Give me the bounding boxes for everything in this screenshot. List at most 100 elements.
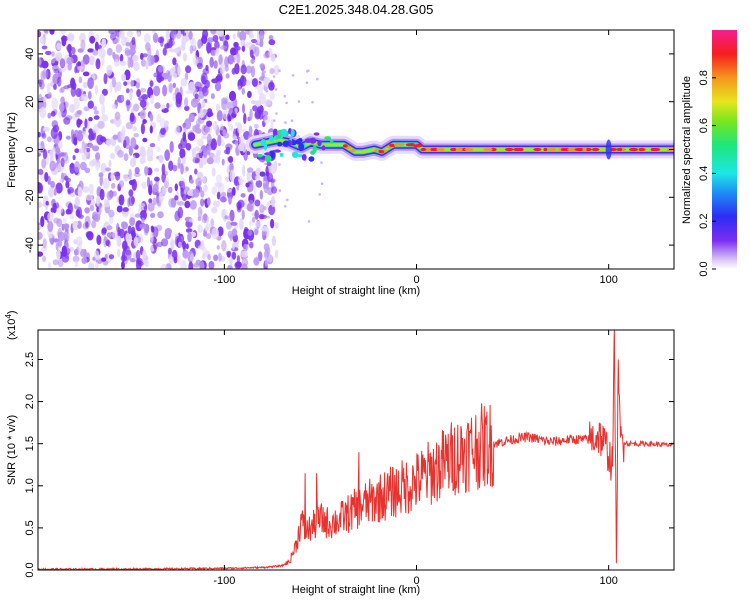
noise-blob [57,258,64,268]
noise-blob [59,58,66,69]
noise-blob [38,201,43,208]
noise-blob [233,41,239,48]
noise-blob [194,81,202,90]
noise-blob [246,150,251,156]
noise-blob [258,251,263,262]
colorbar-tick-label: 0.0 [698,261,710,276]
noise-blob [245,41,252,48]
track-core [638,147,645,152]
noise-blob [71,46,76,55]
noise-blob [57,231,65,242]
noise-blob [141,217,145,223]
noise-blob [180,163,184,175]
noise-blob [134,167,140,175]
noise-blob [210,138,217,151]
noise-blob [77,48,84,53]
noise-blob [182,131,187,142]
track-blob [297,154,303,158]
noise-blob [241,250,248,258]
noise-blob [57,140,63,149]
noise-blob [48,187,54,198]
noise-blob [146,176,151,188]
noise-blob [211,167,216,177]
y-tick-label: 2.0 [24,394,36,409]
noise-blob [139,99,147,108]
noise-blob [63,117,71,125]
noise-blob [214,49,219,56]
noise-blob [119,60,127,66]
noise-blob [180,78,188,87]
noise-blob [138,233,144,244]
noise-blob [51,97,59,110]
noise-dot [278,69,281,72]
noise-blob [167,186,173,194]
noise-dot [291,74,295,77]
noise-blob [272,161,277,170]
noise-blob [166,102,170,110]
noise-blob [227,264,233,269]
noise-blob [78,241,82,253]
track-blob [298,143,305,151]
colorbar-tick-label: 0.8 [698,70,710,85]
noise-blob [206,120,213,127]
noise-blob [210,30,217,35]
snr-ticks: -100 0 100 0.0 0.5 1.0 1.5 2.0 2.5 [24,330,674,587]
noise-blob [208,260,215,269]
noise-blob [242,164,246,177]
y-tick-label: -20 [24,189,36,205]
noise-blob [93,106,97,111]
noise-blob [160,263,168,269]
noise-blob [173,72,178,79]
noise-blob [38,93,43,101]
noise-blob [82,71,90,77]
noise-blob [228,90,237,102]
noise-blob [229,123,234,132]
noise-blob [188,261,194,269]
noise-blob [149,143,156,148]
noise-blob [246,170,251,182]
noise-blob [149,231,154,244]
track-blob [313,132,320,136]
x-tick-label: 100 [599,274,617,286]
noise-blob [188,30,193,40]
noise-dot [297,100,301,103]
noise-blob [248,125,253,136]
noise-blob [154,167,160,172]
noise-dot [311,100,314,104]
noise-blob [221,240,227,252]
noise-blob [87,77,94,89]
track-core [450,147,457,152]
noise-dot [290,119,294,122]
noise-dot [265,189,269,193]
noise-blob [192,97,201,103]
noise-blob [263,76,270,87]
noise-blob [69,162,75,174]
noise-blob [255,180,263,188]
noise-blob [103,199,109,208]
noise-dot [320,161,323,164]
noise-blob [232,33,236,40]
noise-blob [56,218,63,227]
track-core [413,144,423,148]
noise-blob [136,31,141,38]
noise-blob [41,132,47,139]
noise-blob [93,115,100,120]
noise-blob [189,45,194,54]
noise-blob [85,221,89,229]
track-spike [605,139,612,160]
noise-blob [49,150,54,159]
noise-blob [106,47,113,56]
noise-blob [121,260,125,269]
noise-blob [248,199,255,212]
noise-blob [146,146,154,159]
noise-dot [265,90,269,93]
noise-blob [43,96,47,103]
noise-blob [78,214,84,220]
noise-blob [158,192,164,203]
noise-blob [138,203,146,208]
noise-blob [137,261,144,267]
noise-blob [158,154,164,164]
noise-blob [38,182,43,194]
noise-blob [80,161,87,171]
noise-dot [305,81,309,84]
